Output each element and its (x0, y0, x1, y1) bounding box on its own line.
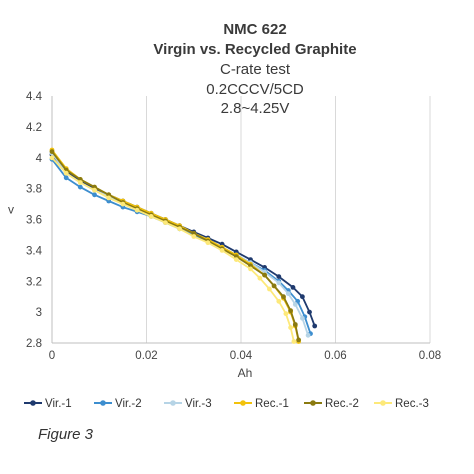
chart-subtitle-line-2: 0.2CCCV/5CD (206, 81, 304, 98)
data-point (292, 322, 298, 327)
series-line (51, 152, 309, 336)
y-tick-label: 3 (36, 307, 42, 319)
legend-label: Vir.-3 (185, 398, 212, 410)
data-point (290, 285, 296, 290)
data-point (92, 192, 97, 198)
chart-subtitle-line-3: 2.8~4.25V (221, 100, 290, 117)
legend-label: Vir.-1 (45, 398, 72, 410)
data-point (288, 308, 293, 313)
data-point (300, 294, 305, 300)
data-point (288, 325, 293, 330)
data-point (191, 234, 197, 239)
data-point (77, 180, 83, 185)
y-tick-label: 4.4 (26, 91, 43, 103)
data-point (305, 332, 311, 338)
y-tick-label: 4 (36, 153, 43, 165)
legend-item: Vir.-1 (24, 398, 72, 410)
data-point (49, 149, 55, 155)
series-line (51, 151, 300, 341)
data-point (292, 302, 298, 307)
y-tick-label: 4.2 (26, 122, 42, 134)
legend-swatch-marker (100, 400, 106, 406)
data-point (233, 257, 239, 262)
legend-item: Vir.-2 (94, 398, 142, 410)
data-point (77, 184, 83, 190)
legend-swatch-marker (240, 400, 246, 406)
data-point (276, 280, 282, 286)
x-axis-label: Ah (238, 366, 253, 380)
axes: 0 0.02 0.04 0.06 0.08 2.8 3 3.2 3.4 3.6 3.8 4 4.2 4.4… (8, 91, 441, 380)
y-tick-label: 3.8 (26, 184, 42, 196)
series-line (51, 149, 300, 342)
x-tick-label: 0.04 (230, 350, 253, 362)
series-lines (49, 147, 318, 344)
data-point (219, 248, 225, 253)
y-tick-label: 3.4 (26, 245, 43, 257)
y-axis-label: v (8, 203, 14, 217)
data-point (257, 275, 263, 281)
data-point (281, 294, 286, 300)
x-tick-label: 0.06 (324, 350, 346, 362)
x-tick-label: 0 (49, 350, 55, 362)
grid (51, 96, 431, 343)
series-Rec.-3 (49, 155, 297, 344)
data-point (307, 309, 312, 315)
legend: Vir.-1 Vir.-2 Vir.-3 Rec.-1 Rec.-2 Rec.-3 (24, 398, 429, 410)
data-point (248, 266, 253, 272)
data-point (134, 207, 140, 213)
data-point (177, 226, 183, 232)
data-point (63, 170, 69, 176)
data-point (276, 298, 282, 304)
data-point (92, 187, 97, 193)
chart-title-line-1: NMC 622 (223, 21, 286, 38)
legend-label: Rec.-3 (395, 398, 429, 410)
legend-label: Rec.-1 (255, 398, 289, 410)
legend-swatch-marker (170, 400, 176, 406)
data-point (285, 291, 291, 296)
legend-swatch-marker (380, 400, 386, 406)
figure-caption: Figure 3 (38, 426, 94, 443)
x-tick-label: 0.02 (135, 350, 157, 362)
legend-item: Rec.-3 (374, 398, 429, 410)
legend-swatch-marker (30, 400, 36, 406)
data-point (300, 315, 305, 321)
data-point (120, 201, 126, 207)
y-tick-label: 3.6 (26, 215, 42, 227)
data-point (312, 323, 318, 329)
chart-title-line-2: Virgin vs. Recycled Graphite (153, 41, 356, 58)
data-point (283, 311, 289, 317)
y-tick-label: 2.8 (26, 338, 42, 350)
series-Rec.-1 (49, 147, 301, 344)
data-point (296, 337, 301, 343)
series-line (51, 154, 316, 327)
data-point (267, 286, 272, 292)
chart-subtitle-line-1: C-rate test (220, 61, 291, 78)
series-Vir.-3 (49, 150, 311, 338)
data-point (148, 214, 154, 219)
data-point (106, 195, 112, 201)
legend-label: Rec.-2 (325, 398, 359, 410)
data-point (205, 240, 211, 246)
x-tick-label: 0.08 (419, 350, 441, 362)
y-tick-label: 3.2 (26, 276, 42, 288)
data-point (262, 272, 267, 278)
legend-item: Rec.-1 (234, 398, 289, 410)
data-point (63, 175, 69, 181)
legend-item: Rec.-2 (304, 398, 359, 410)
data-point (291, 339, 297, 344)
legend-swatch-marker (310, 400, 316, 406)
data-point (163, 220, 168, 226)
data-point (49, 155, 55, 161)
data-point (271, 283, 277, 289)
series-Rec.-2 (49, 149, 301, 343)
legend-item: Vir.-3 (164, 398, 212, 410)
legend-label: Vir.-2 (115, 398, 142, 410)
data-point (276, 274, 282, 279)
